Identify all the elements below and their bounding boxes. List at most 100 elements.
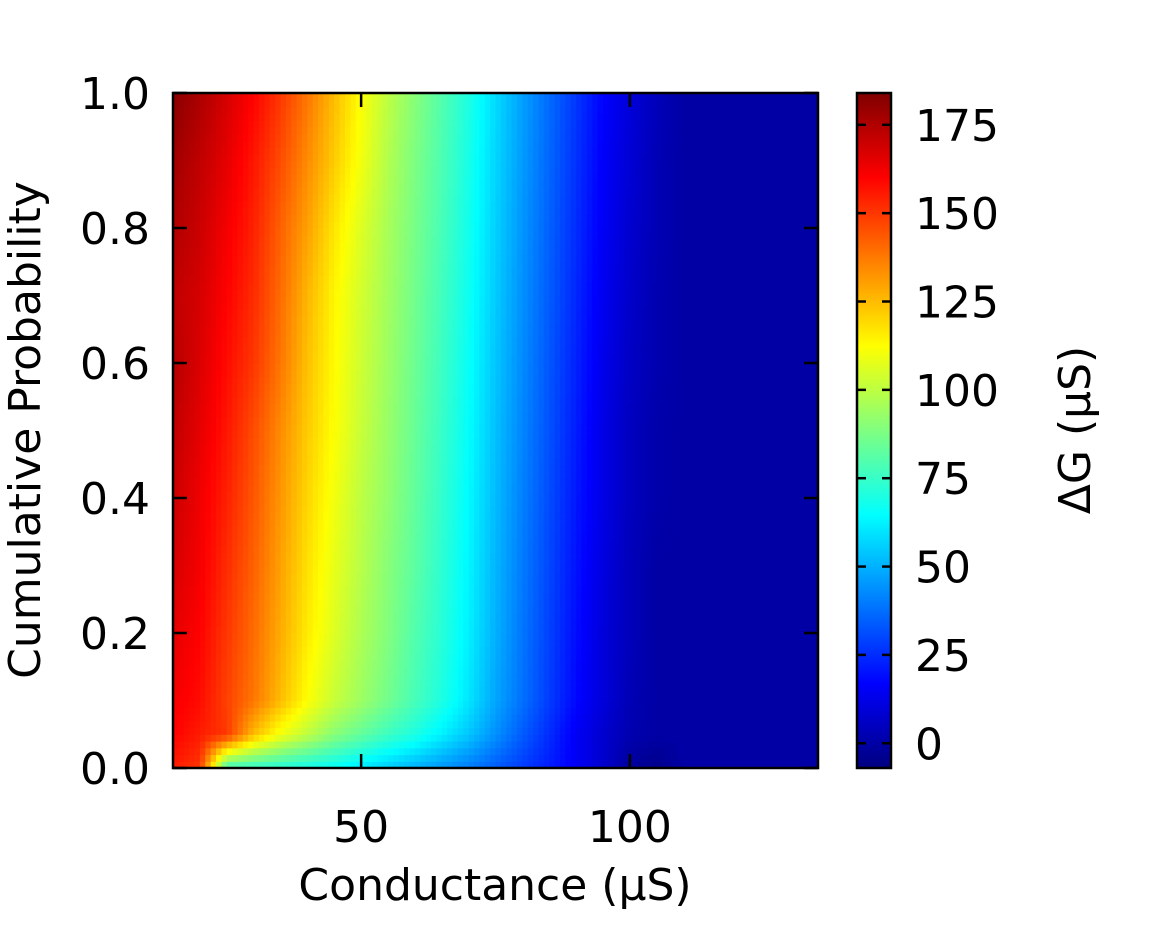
heatmap-cell [667, 693, 674, 702]
heatmap-cell [538, 714, 545, 722]
heatmap-cell [323, 727, 330, 735]
heatmap-cell [791, 734, 798, 742]
heatmap-cell [226, 511, 233, 519]
heatmap-cell [672, 626, 679, 634]
heatmap-cell [640, 619, 647, 627]
heatmap-cell [210, 518, 217, 526]
heatmap-cell [511, 612, 518, 621]
heatmap-cell [296, 666, 303, 675]
heatmap-cell [689, 660, 695, 668]
heatmap-cell [264, 747, 271, 756]
heatmap-cell [189, 687, 196, 695]
heatmap-cell [355, 727, 362, 735]
heatmap-cell [226, 518, 233, 526]
heatmap-cell [726, 734, 733, 742]
heatmap-cell [597, 693, 604, 702]
heatmap-cell [570, 761, 577, 768]
heatmap-cell [447, 646, 454, 654]
heatmap-cell [371, 558, 378, 567]
heatmap-cell [764, 558, 771, 567]
heatmap-cell [613, 592, 620, 600]
heatmap-cell [592, 592, 599, 600]
heatmap-cell [318, 761, 325, 768]
heatmap-cell [791, 531, 798, 540]
heatmap-cell [242, 741, 249, 749]
heatmap-cell [199, 761, 206, 768]
heatmap-cell [183, 612, 190, 621]
heatmap-cell [769, 579, 776, 587]
heatmap-cell [683, 646, 690, 654]
heatmap-cell [635, 491, 642, 499]
heatmap-cell [452, 754, 459, 762]
heatmap-cell [345, 646, 351, 654]
heatmap-cell [576, 484, 583, 492]
heatmap-cell [651, 727, 658, 735]
heatmap-cell [226, 599, 233, 607]
heatmap-cell [425, 720, 432, 729]
heatmap-cell [361, 639, 368, 648]
heatmap-cell [452, 572, 459, 580]
heatmap-cell [490, 612, 497, 621]
heatmap-cell [242, 673, 249, 681]
heatmap-cell [640, 720, 647, 729]
heatmap-cell [748, 585, 755, 594]
heatmap-cell [629, 504, 636, 513]
heatmap-cell [226, 633, 233, 641]
heatmap-cell [640, 734, 647, 742]
heatmap-cell [178, 741, 185, 749]
heatmap-cell [431, 680, 437, 688]
heatmap-cell [710, 525, 717, 533]
heatmap-cell [667, 720, 674, 729]
heatmap-cell [339, 538, 346, 546]
heatmap-cell [570, 619, 577, 627]
heatmap-cell [651, 511, 658, 519]
heatmap-cell [371, 639, 378, 648]
heatmap-cell [689, 619, 695, 627]
heatmap-cell [355, 741, 362, 749]
heatmap-cell [194, 707, 201, 715]
heatmap-cell [732, 693, 738, 702]
heatmap-cell [425, 538, 432, 546]
heatmap-cell [527, 639, 534, 648]
heatmap-cell [635, 727, 642, 735]
heatmap-cell [323, 734, 330, 742]
heatmap-cell [291, 700, 298, 708]
heatmap-cell [291, 558, 298, 567]
heatmap-cell [576, 606, 583, 614]
heatmap-cell [291, 545, 298, 553]
heatmap-cell [350, 700, 357, 708]
heatmap-cell [791, 552, 798, 560]
heatmap-cell [414, 599, 421, 607]
heatmap-cell [334, 687, 341, 695]
heatmap-cell [264, 761, 271, 768]
heatmap-cell [807, 680, 814, 688]
heatmap-cell [780, 734, 787, 742]
heatmap-cell [506, 714, 513, 722]
heatmap-cell [715, 572, 722, 580]
heatmap-cell [226, 741, 233, 749]
heatmap-cell [328, 626, 335, 634]
heatmap-cell [361, 552, 368, 560]
heatmap-cell [484, 741, 491, 749]
heatmap-cell [323, 714, 330, 722]
heatmap-cell [216, 599, 222, 607]
heatmap-cell [796, 565, 803, 573]
heatmap-cell [205, 646, 212, 654]
heatmap-cell [425, 646, 432, 654]
heatmap-cell [232, 700, 239, 708]
heatmap-cell [398, 673, 405, 681]
heatmap-cell [807, 538, 814, 546]
heatmap-cell [576, 720, 583, 729]
heatmap-cell [592, 545, 599, 553]
heatmap-cell [371, 754, 378, 762]
heatmap-cell [194, 558, 201, 567]
heatmap-cell [527, 747, 534, 756]
heatmap-cell [431, 660, 437, 668]
heatmap-cell [447, 491, 454, 499]
heatmap-cell [420, 619, 427, 627]
heatmap-cell [560, 734, 566, 742]
heatmap-cell [457, 673, 464, 681]
heatmap-cell [361, 687, 368, 695]
heatmap-cell [533, 734, 540, 742]
heatmap-cell [812, 707, 818, 715]
